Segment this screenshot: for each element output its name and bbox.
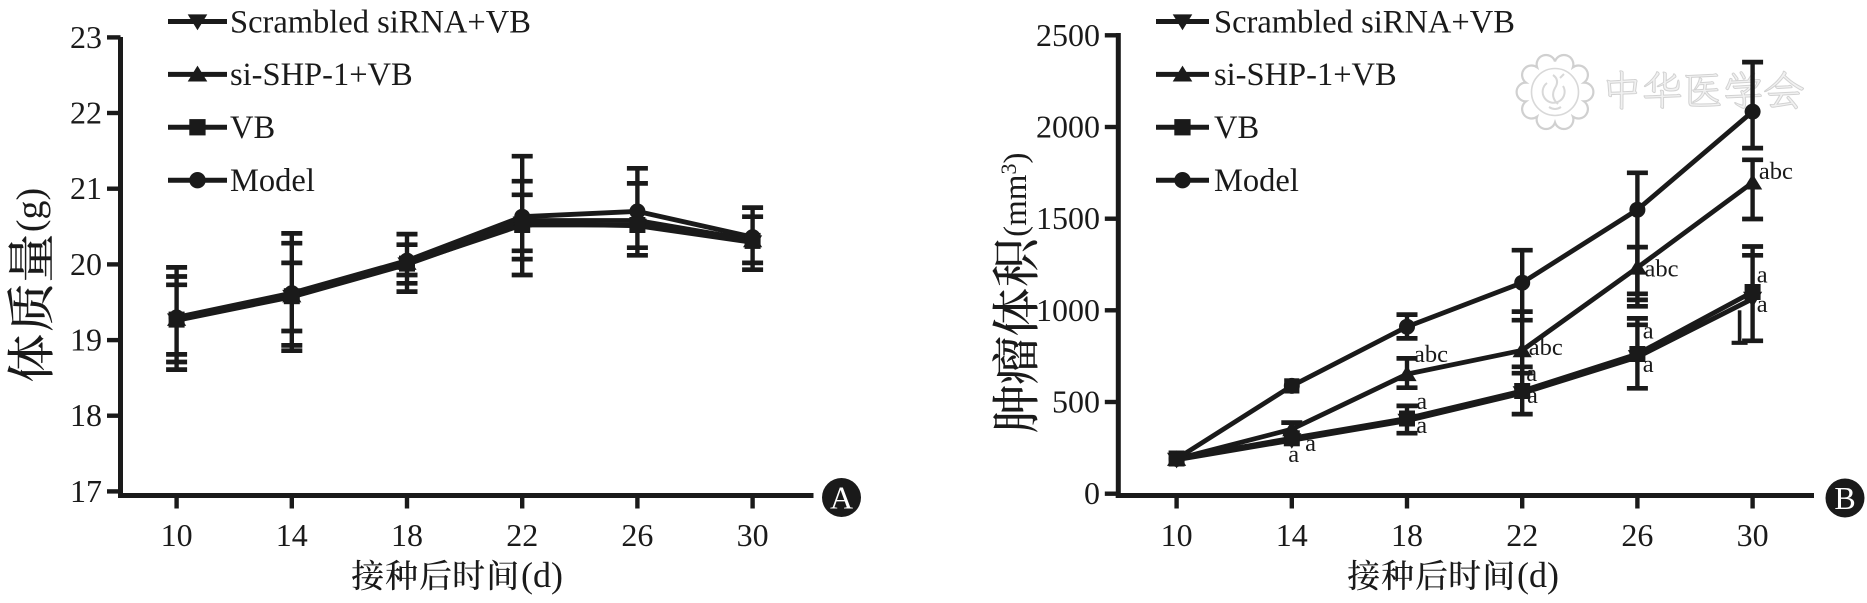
svg-text:26: 26	[621, 517, 653, 553]
svg-text:B: B	[1834, 480, 1855, 516]
svg-text:abc: abc	[1414, 341, 1448, 368]
svg-text:30: 30	[737, 517, 769, 553]
svg-text:a: a	[1416, 388, 1427, 415]
svg-text:Scrambled siRNA+VB: Scrambled siRNA+VB	[230, 4, 531, 40]
svg-text:abc: abc	[1645, 255, 1679, 282]
svg-text:VB: VB	[230, 110, 275, 146]
svg-text:(d): (d)	[521, 555, 563, 595]
svg-text:(g): (g)	[10, 188, 52, 232]
svg-text:21: 21	[70, 170, 102, 206]
svg-text:1500: 1500	[1036, 200, 1100, 236]
svg-text:20: 20	[70, 246, 102, 282]
svg-text:a: a	[1416, 412, 1427, 439]
svg-text:2500: 2500	[1036, 17, 1100, 53]
svg-text:abc: abc	[1759, 158, 1793, 185]
svg-text:Model: Model	[1214, 163, 1299, 199]
svg-text:30: 30	[1737, 517, 1769, 553]
svg-text:A: A	[830, 480, 853, 516]
svg-text:22: 22	[70, 95, 102, 131]
svg-text:17: 17	[70, 473, 102, 509]
svg-text:23: 23	[70, 19, 102, 55]
svg-text:18: 18	[1391, 517, 1423, 553]
svg-text:2000: 2000	[1036, 109, 1100, 145]
svg-text:(d): (d)	[1517, 555, 1559, 595]
svg-text:22: 22	[506, 517, 538, 553]
svg-text:14: 14	[276, 517, 308, 553]
svg-text:10: 10	[1161, 517, 1193, 553]
svg-text:a: a	[1527, 382, 1538, 409]
svg-text:a: a	[1643, 318, 1654, 345]
svg-text:0: 0	[1084, 475, 1100, 511]
svg-text:Model: Model	[230, 163, 315, 199]
svg-text:a: a	[1757, 261, 1768, 288]
svg-text:1000: 1000	[1036, 292, 1100, 328]
svg-text:a: a	[1288, 441, 1299, 468]
svg-text:VB: VB	[1214, 110, 1259, 146]
svg-text:10: 10	[161, 517, 193, 553]
svg-text:a: a	[1643, 351, 1654, 378]
svg-text:Scrambled siRNA+VB: Scrambled siRNA+VB	[1214, 4, 1515, 40]
svg-text:19: 19	[70, 322, 102, 358]
svg-text:14: 14	[1276, 517, 1308, 553]
svg-text:si-SHP-1+VB: si-SHP-1+VB	[1214, 57, 1397, 93]
svg-text:18: 18	[391, 517, 423, 553]
svg-text:18: 18	[70, 397, 102, 433]
svg-text:a: a	[1526, 360, 1537, 387]
svg-text:si-SHP-1+VB: si-SHP-1+VB	[230, 57, 413, 93]
svg-text:26: 26	[1621, 517, 1653, 553]
svg-text:abc: abc	[1529, 334, 1563, 361]
svg-text:a: a	[1305, 430, 1316, 457]
svg-text:500: 500	[1052, 384, 1100, 420]
svg-text:a: a	[1757, 291, 1768, 318]
svg-text:22: 22	[1506, 517, 1538, 553]
